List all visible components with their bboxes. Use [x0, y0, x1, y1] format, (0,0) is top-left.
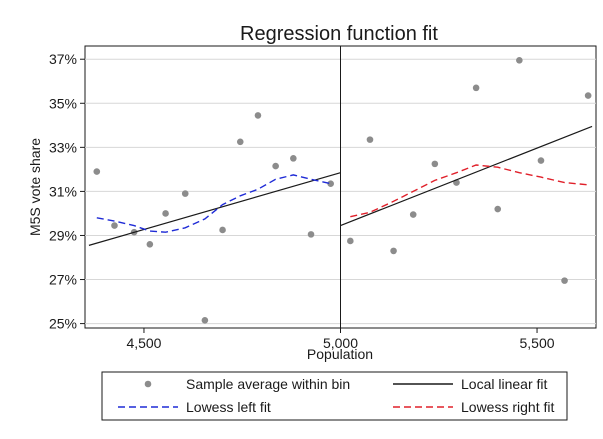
lowess-right-fit-line — [350, 164, 589, 218]
y-tick-label: 31% — [49, 183, 77, 199]
bin-average-point — [254, 112, 262, 119]
bin-average-point — [431, 160, 439, 168]
y-tick-label: 25% — [49, 316, 77, 332]
bin-average-point — [561, 277, 568, 284]
bin-average-point — [472, 84, 480, 92]
local-linear-fit-line — [340, 125, 593, 227]
bin-average-point — [272, 162, 279, 170]
bin-average-point — [162, 210, 169, 217]
bin-average-point — [307, 231, 315, 238]
x-tick-label: 4,500 — [126, 335, 161, 351]
y-tick-label: 37% — [49, 51, 77, 67]
bin-average-point — [236, 138, 244, 146]
local-linear-fit-line — [88, 172, 341, 246]
x-tick-label: 5,000 — [323, 335, 358, 351]
y-axis-label: M5S vote share — [27, 138, 43, 236]
bin-average-point — [201, 316, 209, 324]
bin-average-point — [494, 205, 502, 213]
bin-average-point — [219, 226, 226, 234]
bin-average-point — [93, 168, 101, 175]
bin-average-point — [584, 92, 592, 99]
y-tick-label: 35% — [49, 95, 77, 111]
x-axis-label: Population — [307, 346, 373, 362]
legend-point-key — [144, 380, 152, 388]
chart-title: Regression function fit — [240, 23, 438, 45]
legend-label: Sample average within bin — [186, 376, 350, 392]
legend-box — [101, 371, 568, 421]
legend-label: Lowess left fit — [186, 399, 271, 415]
bin-average-point — [111, 222, 118, 229]
chart-marks — [88, 46, 593, 328]
y-tick-label: 29% — [49, 227, 77, 243]
y-tick-label: 33% — [49, 139, 77, 155]
bin-average-point — [366, 136, 374, 143]
bin-average-point — [146, 240, 154, 248]
bin-average-point — [290, 155, 297, 162]
legend-label: Local linear fit — [461, 376, 547, 392]
bin-average-point — [516, 57, 523, 64]
x-tick-label: 5,500 — [520, 335, 555, 351]
legend: Sample average within bin Local linear fi… — [101, 371, 568, 421]
bin-average-point — [409, 211, 417, 218]
lowess-left-fit-line — [96, 174, 331, 233]
axes: 25% 27% 29% 31% 33% 35% 37% 4,500 5,000 5,500 — [49, 51, 555, 351]
legend-label: Lowess right fit — [461, 399, 554, 415]
bin-average-point — [327, 180, 334, 187]
y-tick-label: 27% — [49, 272, 77, 288]
bin-average-point — [181, 190, 189, 197]
bin-average-point — [347, 237, 354, 245]
bin-average-point — [537, 157, 545, 164]
bin-average-point — [390, 247, 397, 255]
